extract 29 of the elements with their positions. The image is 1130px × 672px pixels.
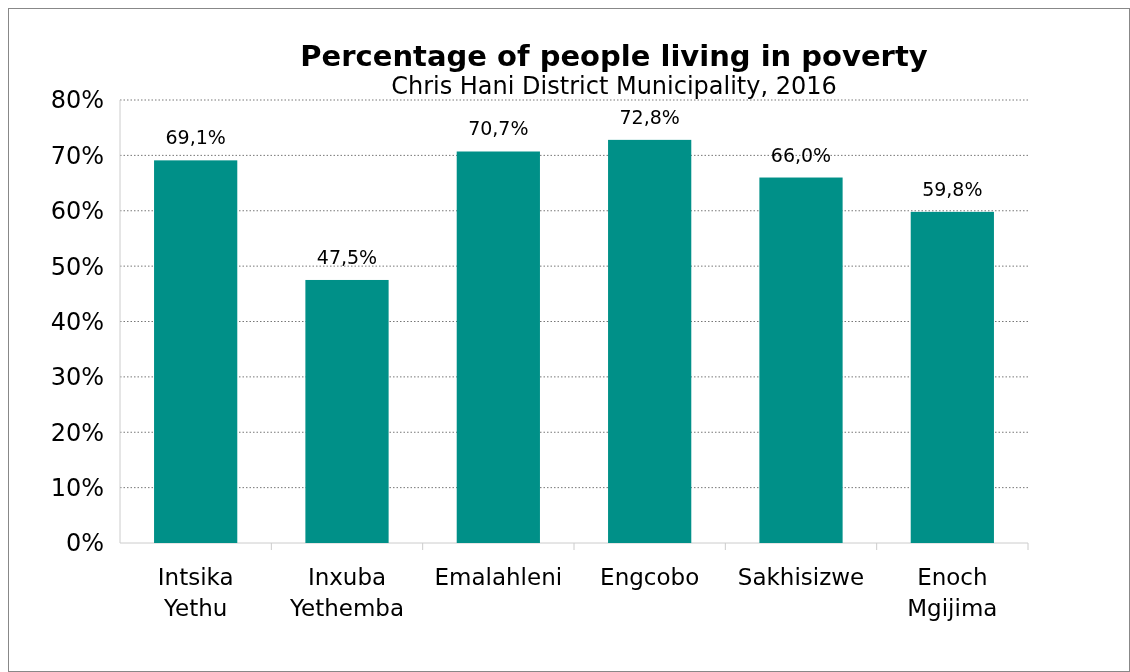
y-tick-label: 20% bbox=[50, 418, 104, 447]
bar bbox=[154, 160, 238, 543]
x-tick-label: Intsika Yethu bbox=[157, 564, 234, 621]
bar bbox=[910, 211, 994, 543]
bar bbox=[759, 177, 843, 543]
chart-subtitle: Chris Hani District Municipality, 2016 bbox=[391, 72, 837, 100]
bar bbox=[305, 279, 389, 543]
x-tick-label: Sakhisizwe bbox=[737, 564, 865, 590]
x-tick-label: Engcobo bbox=[600, 564, 700, 590]
y-tick-label: 60% bbox=[50, 197, 104, 226]
data-label: 47,5% bbox=[316, 245, 378, 268]
y-tick-label: 70% bbox=[50, 141, 104, 170]
bar bbox=[608, 139, 692, 543]
y-tick-label: 30% bbox=[50, 363, 104, 392]
data-label: 59,8% bbox=[922, 177, 983, 200]
data-label: 70,7% bbox=[468, 117, 529, 140]
y-tick-label: 40% bbox=[50, 307, 104, 336]
x-tick-label: Emalahleni bbox=[434, 564, 563, 590]
x-tick-label: Enoch Mgijima bbox=[907, 564, 998, 621]
bar bbox=[456, 151, 540, 543]
y-tick-label: 50% bbox=[50, 252, 104, 281]
y-tick-label: 80% bbox=[50, 86, 104, 115]
data-label: 69,1% bbox=[165, 126, 226, 149]
chart-title: Percentage of people living in poverty bbox=[300, 39, 928, 73]
y-tick-label: 10% bbox=[50, 474, 104, 503]
x-tick-label: Inxuba Yethemba bbox=[289, 564, 404, 621]
data-label: 66,0% bbox=[770, 143, 832, 166]
data-label: 72,8% bbox=[619, 105, 680, 128]
y-tick-label: 0% bbox=[65, 529, 104, 558]
